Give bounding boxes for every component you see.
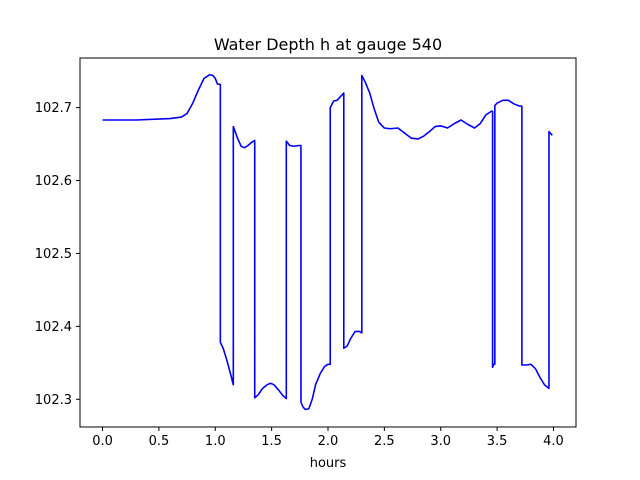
- x-tick-label: 3.5: [487, 434, 508, 449]
- plot-frame: [79, 57, 577, 428]
- y-tick-label: 102.6: [35, 174, 72, 189]
- y-axis-ticks: 102.3 102.4 102.5 102.6 102.7: [35, 101, 80, 408]
- series-line-0: [102, 73, 553, 411]
- x-tick-label: 2.5: [374, 434, 395, 449]
- x-tick-label: 4.0: [543, 434, 564, 449]
- x-tick-label: 0.0: [92, 434, 113, 449]
- y-tick-label: 102.3: [35, 393, 72, 408]
- x-tick-label: 1.0: [205, 434, 226, 449]
- plot-area: [102, 73, 553, 411]
- x-tick-label: 2.0: [318, 434, 339, 449]
- x-tick-label: 0.5: [149, 434, 170, 449]
- x-axis-label: hours: [310, 456, 347, 471]
- x-axis-ticks: 0.0 0.5 1.0 1.5 2.0 2.5 3.0 3.5 4.0: [92, 427, 564, 449]
- y-tick-label: 102.7: [35, 101, 72, 116]
- chart-title: Water Depth h at gauge 540: [214, 35, 442, 54]
- y-tick-label: 102.5: [35, 247, 72, 262]
- y-tick-label: 102.4: [35, 320, 72, 335]
- x-tick-label: 3.0: [430, 434, 451, 449]
- x-tick-label: 1.5: [261, 434, 282, 449]
